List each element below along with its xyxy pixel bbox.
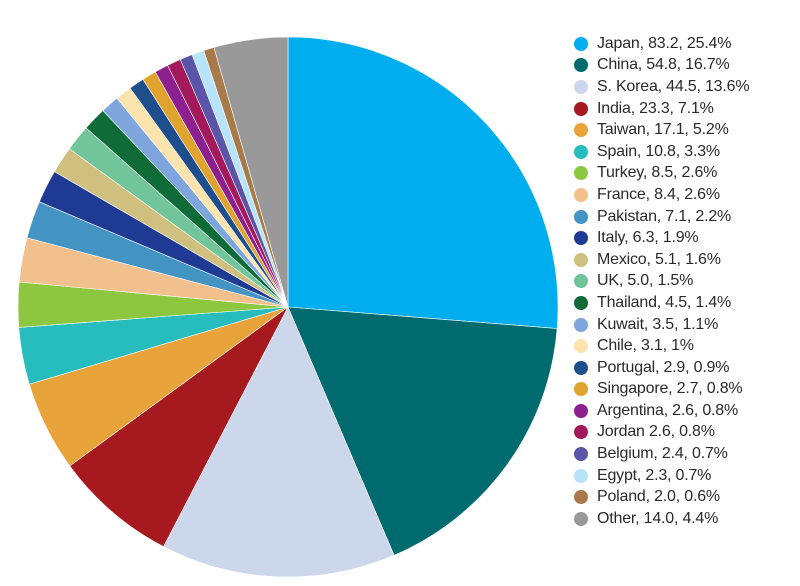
- legend-label: France, 8.4, 2.6%: [597, 185, 720, 203]
- pie-slice: [163, 306, 395, 578]
- legend-swatch: [574, 144, 588, 159]
- legend-label: Belgium, 2.4, 0.7%: [597, 445, 728, 463]
- legend-label: Turkey, 8.5, 2.6%: [597, 164, 718, 182]
- legend-item: Pakistan, 7.1, 2.2%: [574, 206, 796, 228]
- legend-swatch: [574, 79, 588, 94]
- legend-label: Chile, 3.1, 1%: [597, 337, 694, 355]
- legend-swatch: [574, 382, 588, 397]
- legend-label: S. Korea, 44.5, 13.6%: [597, 77, 750, 95]
- legend-swatch: [574, 490, 588, 505]
- legend-label: Mexico, 5.1, 1.6%: [597, 250, 721, 268]
- pie-slice: [213, 36, 289, 308]
- legend-item: Spain, 10.8, 3.3%: [574, 141, 796, 163]
- legend-label: Egypt, 2.3, 0.7%: [597, 466, 712, 484]
- pie-slice: [69, 306, 289, 548]
- legend-swatch: [574, 123, 588, 138]
- legend-item: Portugal, 2.9, 0.9%: [574, 357, 796, 379]
- legend-swatch: [574, 187, 588, 202]
- legend-item: Other, 14.0, 4.4%: [574, 508, 796, 530]
- legend-label: Jordan 2.6, 0.8%: [597, 423, 715, 441]
- legend-label: Argentina, 2.6, 0.8%: [597, 401, 738, 419]
- legend-item: Argentina, 2.6, 0.8%: [574, 400, 796, 422]
- legend-label: Taiwan, 17.1, 5.2%: [597, 121, 729, 139]
- legend-swatch: [574, 403, 588, 418]
- legend-label: Japan, 83.2, 25.4%: [597, 34, 732, 52]
- legend-item: India, 23.3, 7.1%: [574, 98, 796, 120]
- legend-swatch: [574, 447, 588, 462]
- legend-item: Chile, 3.1, 1%: [574, 335, 796, 357]
- legend-swatch: [574, 209, 588, 224]
- legend-swatch: [574, 36, 588, 51]
- legend-swatch: [574, 360, 588, 375]
- legend-label: China, 54.8, 16.7%: [597, 56, 730, 74]
- legend-label: Thailand, 4.5, 1.4%: [597, 293, 732, 311]
- legend-swatch: [574, 339, 588, 354]
- legend-swatch: [574, 252, 588, 267]
- legend-swatch: [574, 317, 588, 332]
- legend-item: France, 8.4, 2.6%: [574, 184, 796, 206]
- legend-item: China, 54.8, 16.7%: [574, 55, 796, 77]
- legend-item: UK, 5.0, 1.5%: [574, 271, 796, 293]
- legend-swatch: [574, 274, 588, 289]
- legend-label: Kuwait, 3.5, 1.1%: [597, 315, 719, 333]
- legend-label: India, 23.3, 7.1%: [597, 99, 714, 117]
- legend-label: Portugal, 2.9, 0.9%: [597, 358, 730, 376]
- legend-swatch: [574, 425, 588, 440]
- legend-item: Jordan 2.6, 0.8%: [574, 422, 796, 444]
- legend-item: Singapore, 2.7, 0.8%: [574, 379, 796, 401]
- legend-label: Italy, 6.3, 1.9%: [597, 229, 699, 247]
- pie-slice: [287, 36, 559, 329]
- legend-swatch: [574, 166, 588, 181]
- legend: Japan, 83.2, 25.4% China, 54.8, 16.7% S. K…: [574, 33, 796, 530]
- legend-swatch: [574, 295, 588, 310]
- legend-label: Other, 14.0, 4.4%: [597, 509, 719, 527]
- legend-item: Turkey, 8.5, 2.6%: [574, 163, 796, 185]
- legend-label: Singapore, 2.7, 0.8%: [597, 380, 743, 398]
- legend-label: UK, 5.0, 1.5%: [597, 272, 694, 290]
- legend-item: Japan, 83.2, 25.4%: [574, 33, 796, 55]
- legend-swatch: [574, 58, 588, 73]
- legend-swatch: [574, 468, 588, 483]
- legend-item: Taiwan, 17.1, 5.2%: [574, 119, 796, 141]
- legend-item: Thailand, 4.5, 1.4%: [574, 292, 796, 314]
- legend-item: Egypt, 2.3, 0.7%: [574, 465, 796, 487]
- legend-swatch: [574, 101, 588, 116]
- pie-slice: [287, 306, 558, 556]
- legend-item: Kuwait, 3.5, 1.1%: [574, 314, 796, 336]
- legend-swatch: [574, 511, 588, 526]
- legend-swatch: [574, 231, 588, 246]
- legend-item: Italy, 6.3, 1.9%: [574, 227, 796, 249]
- legend-label: Pakistan, 7.1, 2.2%: [597, 207, 732, 225]
- legend-item: Belgium, 2.4, 0.7%: [574, 443, 796, 465]
- legend-item: S. Korea, 44.5, 13.6%: [574, 76, 796, 98]
- legend-label: Spain, 10.8, 3.3%: [597, 142, 720, 160]
- legend-label: Poland, 2.0, 0.6%: [597, 488, 720, 506]
- legend-item: Poland, 2.0, 0.6%: [574, 486, 796, 508]
- legend-item: Mexico, 5.1, 1.6%: [574, 249, 796, 271]
